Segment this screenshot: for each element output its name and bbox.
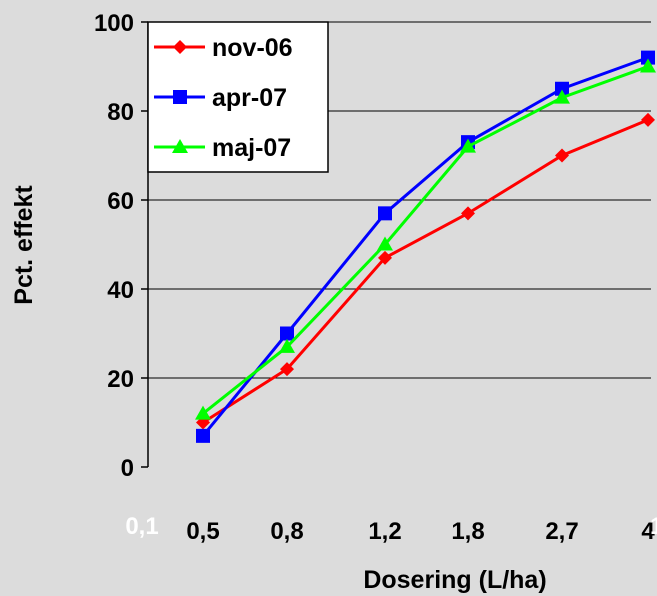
data-point: [461, 206, 475, 221]
x-tick-label: 1,2: [368, 518, 401, 545]
data-point: [280, 362, 294, 377]
series-lines: [195, 50, 656, 443]
series-apr-07: [196, 50, 655, 443]
x-axis-ticks: 0,5 0,8 1,2 1,8 2,7 4 0,1 1: [125, 513, 657, 545]
data-point: [641, 112, 655, 127]
legend: nov-06 apr-07 maj-07: [147, 21, 329, 173]
data-point: [196, 428, 210, 443]
x-axis-title: Dosering (L/ha): [363, 566, 546, 594]
data-point: [641, 50, 655, 65]
data-point: [460, 138, 476, 153]
data-point: [378, 206, 392, 221]
y-axis-title: Pct. effekt: [10, 185, 38, 305]
x-tick-label: 2,7: [545, 518, 578, 545]
y-tick-label: 80: [107, 99, 134, 126]
y-axis-ticks: 0 20 40 60 80 100: [94, 10, 148, 482]
data-point: [279, 338, 295, 353]
x-tick-label: 4: [641, 518, 655, 545]
legend-marker: [173, 40, 187, 54]
legend-item: nov-06: [154, 34, 293, 62]
legend-label: maj-07: [212, 134, 291, 162]
data-point: [377, 236, 393, 251]
data-point: [555, 81, 569, 96]
legend-label: nov-06: [212, 34, 293, 62]
legend-marker: [173, 90, 187, 104]
x-tick-label: 0,5: [186, 518, 219, 545]
series-maj-07: [195, 58, 656, 420]
data-point: [280, 326, 294, 341]
y-tick-label: 0: [121, 455, 134, 482]
data-point: [195, 405, 211, 420]
legend-item: apr-07: [154, 84, 287, 112]
x-ghost-label: 0,1: [125, 513, 158, 540]
data-point: [378, 250, 392, 265]
x-tick-label: 1,8: [451, 518, 484, 545]
y-tick-label: 20: [107, 366, 134, 393]
y-tick-label: 40: [107, 277, 134, 304]
legend-marker: [172, 139, 188, 153]
legend-label: apr-07: [212, 84, 287, 112]
series-line: [202, 65, 649, 415]
data-point: [554, 89, 570, 104]
y-tick-label: 60: [107, 188, 134, 215]
legend-item: maj-07: [154, 134, 291, 162]
y-tick-label: 100: [94, 10, 134, 37]
x-ghost-label: 1: [650, 513, 657, 540]
data-point: [555, 148, 569, 163]
x-tick-label: 0,8: [270, 518, 303, 545]
series-line: [201, 56, 649, 437]
series-line: [202, 118, 649, 424]
data-point: [640, 58, 656, 73]
